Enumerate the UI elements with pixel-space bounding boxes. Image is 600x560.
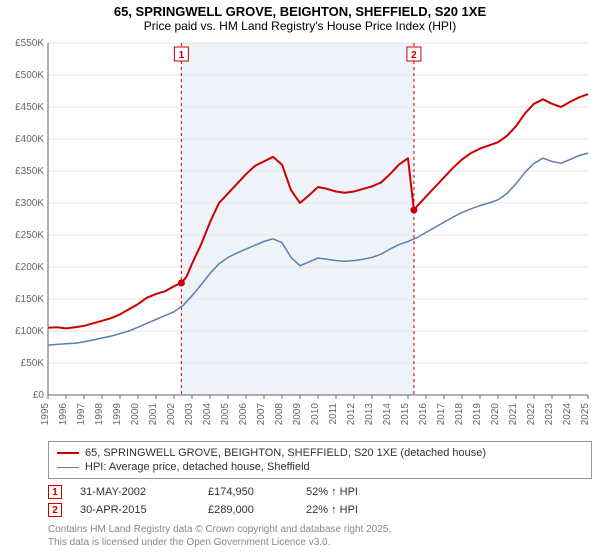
y-tick-label: £550K — [15, 38, 44, 49]
sales-row: 2 30-APR-2015 £289,000 22% ↑ HPI — [48, 501, 592, 519]
x-tick-label: 2014 — [382, 403, 393, 426]
x-tick-label: 2010 — [310, 403, 321, 426]
x-tick-label: 2017 — [436, 403, 447, 426]
x-tick-label: 2024 — [562, 403, 573, 426]
legend-row: HPI: Average price, detached house, Shef… — [57, 460, 583, 474]
chart-subtitle: Price paid vs. HM Land Registry's House … — [0, 19, 600, 33]
y-tick-label: £0 — [33, 390, 45, 401]
y-tick-label: £350K — [15, 166, 44, 177]
x-tick-label: 2000 — [130, 403, 141, 426]
y-tick-label: £150K — [15, 294, 44, 305]
attribution-line1: Contains HM Land Registry data © Crown c… — [48, 523, 592, 536]
sale-delta: 52% ↑ HPI — [306, 486, 386, 498]
chart-area: £0 £50K £100K £150K £200K £250K £300K £350K £400… — [0, 35, 600, 435]
x-tick-label: 2023 — [544, 403, 555, 426]
x-tick-label: 2011 — [328, 403, 339, 425]
x-tick-label: 1998 — [94, 403, 105, 426]
x-tick-label: 2019 — [472, 403, 483, 426]
x-tick-label: 1995 — [40, 403, 51, 426]
x-tick-label: 2002 — [166, 403, 177, 426]
sale-index-box: 1 — [48, 485, 62, 499]
sale-date: 31-MAY-2002 — [80, 486, 190, 498]
x-tick-label: 2025 — [580, 403, 591, 426]
sales-table: 1 31-MAY-2002 £174,950 52% ↑ HPI 2 30-APR-201… — [48, 483, 592, 519]
x-tick-label: 2012 — [346, 403, 357, 426]
attribution: Contains HM Land Registry data © Crown c… — [48, 523, 592, 549]
legend-row: 65, SPRINGWELL GROVE, BEIGHTON, SHEFFIEL… — [57, 446, 583, 460]
y-tick-label: £50K — [21, 358, 45, 369]
line-chart: £0 £50K £100K £150K £200K £250K £300K £350K £400… — [0, 35, 600, 435]
x-tick-label: 2021 — [508, 403, 519, 426]
x-tick-label: 2005 — [220, 403, 231, 426]
x-tick-label: 2022 — [526, 403, 537, 426]
legend: 65, SPRINGWELL GROVE, BEIGHTON, SHEFFIEL… — [48, 441, 592, 479]
y-tick-label: £200K — [15, 262, 44, 273]
sales-row: 1 31-MAY-2002 £174,950 52% ↑ HPI — [48, 483, 592, 501]
legend-swatch — [57, 452, 79, 454]
y-tick-label: £400K — [15, 134, 44, 145]
x-tick-label: 2003 — [184, 403, 195, 426]
y-tick-label: £300K — [15, 198, 44, 209]
legend-label: 65, SPRINGWELL GROVE, BEIGHTON, SHEFFIEL… — [85, 447, 486, 459]
sale-marker-label: 2 — [411, 50, 417, 61]
sale-index-box: 2 — [48, 503, 62, 517]
x-tick-label: 1997 — [76, 403, 87, 426]
y-tick-label: £500K — [15, 70, 44, 81]
sale-date: 30-APR-2015 — [80, 504, 190, 516]
sale-price: £174,950 — [208, 486, 288, 498]
sale-marker-label: 1 — [179, 50, 185, 61]
sale-delta: 22% ↑ HPI — [306, 504, 386, 516]
title-block: 65, SPRINGWELL GROVE, BEIGHTON, SHEFFIEL… — [0, 0, 600, 35]
x-tick-label: 2016 — [418, 403, 429, 426]
sale-price: £289,000 — [208, 504, 288, 516]
y-tick-label: £250K — [15, 230, 44, 241]
y-tick-label: £100K — [15, 326, 44, 337]
y-tick-label: £450K — [15, 102, 44, 113]
x-tick-label: 2006 — [238, 403, 249, 426]
legend-swatch — [57, 467, 79, 468]
x-tick-label: 2013 — [364, 403, 375, 426]
x-tick-label: 2009 — [292, 403, 303, 426]
x-tick-label: 2007 — [256, 403, 267, 426]
chart-title: 65, SPRINGWELL GROVE, BEIGHTON, SHEFFIEL… — [0, 4, 600, 19]
x-tick-label: 2008 — [274, 403, 285, 426]
sale-marker-dot — [178, 280, 185, 287]
x-tick-label: 2020 — [490, 403, 501, 426]
attribution-line2: This data is licensed under the Open Gov… — [48, 536, 592, 549]
x-tick-label: 1996 — [58, 403, 69, 426]
shade-band — [181, 43, 414, 395]
sale-marker-dot — [410, 207, 417, 214]
legend-label: HPI: Average price, detached house, Shef… — [85, 461, 310, 473]
x-tick-label: 2015 — [400, 403, 411, 426]
x-tick-label: 2004 — [202, 403, 213, 426]
x-tick-label: 2018 — [454, 403, 465, 426]
x-tick-label: 2001 — [148, 403, 159, 426]
x-tick-label: 1999 — [112, 403, 123, 426]
